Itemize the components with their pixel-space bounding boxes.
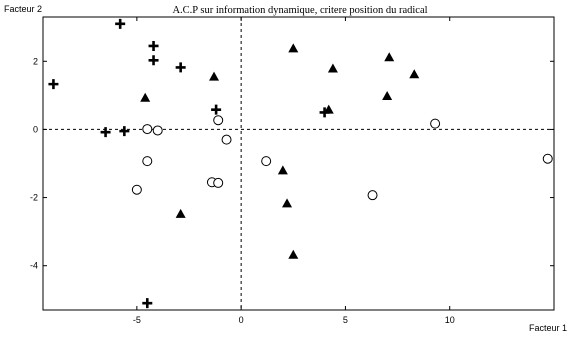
triangle-marker — [409, 69, 420, 79]
plus-marker — [175, 62, 186, 73]
triangle-marker — [282, 198, 293, 208]
circle-marker — [542, 153, 553, 164]
circle-marker — [261, 156, 272, 167]
plot-frame — [42, 16, 555, 311]
plus-marker — [115, 18, 126, 29]
circle-marker — [213, 115, 224, 126]
plus-marker — [48, 79, 59, 90]
triangle-marker — [288, 43, 299, 53]
plus-marker — [148, 40, 159, 51]
x-tick-label: 5 — [343, 315, 348, 325]
triangle-marker — [288, 249, 299, 259]
triangle-marker — [140, 92, 151, 102]
circle-marker — [131, 184, 142, 195]
plus-marker — [142, 298, 153, 309]
y-tick-label: 2 — [33, 56, 38, 66]
triangle-marker — [327, 63, 338, 73]
plus-marker — [148, 55, 159, 66]
data-markers — [48, 18, 553, 309]
y-tick-label: -4 — [30, 261, 38, 271]
plus-marker — [211, 104, 222, 115]
x-tick-label: 0 — [239, 315, 244, 325]
triangle-marker — [175, 208, 186, 218]
circle-marker — [142, 156, 153, 167]
y-axis-label: Facteur 2 — [4, 4, 42, 14]
circle-marker — [142, 124, 153, 135]
circle-marker — [213, 177, 224, 188]
triangle-marker — [209, 71, 220, 81]
circle-marker — [367, 190, 378, 201]
axis-ticks: -5 0 5 10 -4 -2 0 2 — [30, 17, 554, 325]
triangle-marker — [382, 91, 393, 101]
chart-title: A.C.P sur information dynamique, critere… — [172, 5, 427, 16]
y-tick-label: -2 — [30, 193, 38, 203]
y-tick-label: 0 — [33, 124, 38, 134]
circle-marker — [430, 118, 441, 129]
plus-marker — [119, 126, 130, 137]
x-axis-label: Facteur 1 — [529, 323, 567, 333]
triangle-marker — [384, 52, 395, 62]
reference-lines — [43, 17, 554, 310]
plus-marker — [100, 127, 111, 138]
x-tick-label: 10 — [445, 315, 455, 325]
circle-marker — [152, 125, 163, 136]
x-tick-label: -5 — [133, 315, 141, 325]
triangle-marker — [277, 165, 288, 175]
triangle-marker — [323, 104, 334, 114]
circle-marker — [221, 134, 232, 145]
